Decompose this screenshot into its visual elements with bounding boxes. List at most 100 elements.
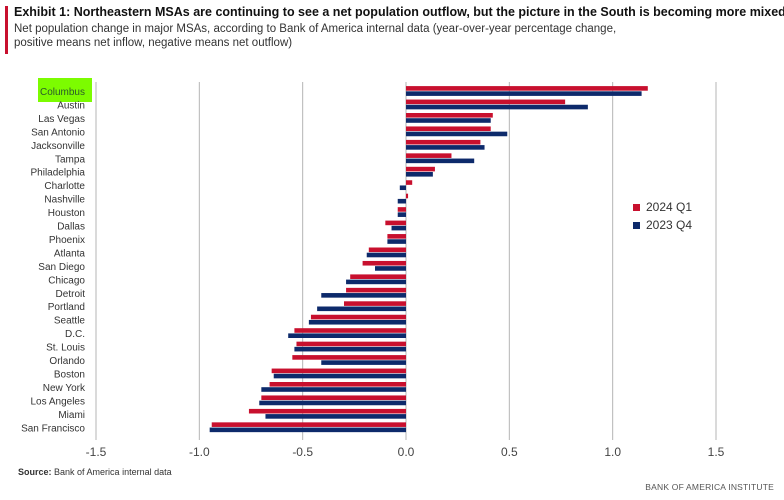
legend-item-2023q4: 2023 Q4 [633, 216, 692, 234]
category-label: D.C. [65, 329, 85, 340]
bar-2023q4-miami [265, 414, 406, 419]
bar-2024q1-detroit [346, 287, 406, 293]
bar-2024q1-new-york [269, 382, 406, 387]
legend-swatch-2024q1 [633, 203, 640, 211]
source-text: Bank of America internal data [54, 467, 172, 477]
category-label: Dallas [57, 222, 85, 233]
bar-2023q4-san-francisco [209, 427, 406, 433]
x-tick-label: 0.0 [398, 445, 415, 459]
bar-2023q4-st-louis [294, 346, 406, 352]
bar-2023q4-san-antonio [406, 131, 508, 137]
legend: 2024 Q1 2023 Q4 [633, 198, 692, 234]
category-label: Charlotte [44, 181, 85, 192]
bar-2023q4-d-c [288, 333, 406, 338]
category-label: Phoenix [49, 235, 85, 246]
bar-2024q1-phoenix [387, 234, 406, 239]
source-note: Source: Bank of America internal data [18, 467, 172, 477]
bar-2024q1-jacksonville [406, 139, 481, 145]
legend-label-2023q4: 2023 Q4 [646, 218, 693, 232]
category-label: Chicago [48, 275, 85, 286]
category-label: San Diego [38, 262, 85, 273]
legend-item-2024q1: 2024 Q1 [633, 198, 692, 216]
bar-2023q4-tampa [406, 158, 475, 164]
bar-2023q4-dallas [391, 225, 406, 231]
bar-2024q1-tampa [406, 153, 452, 158]
category-label: Portland [48, 302, 85, 313]
category-label: Detroit [56, 289, 86, 300]
bar-2023q4-las-vegas [406, 118, 491, 123]
x-tick-label: -0.5 [292, 445, 313, 459]
category-label: Los Angeles [31, 396, 86, 407]
category-label: New York [43, 383, 86, 394]
category-label: Tampa [55, 154, 85, 165]
x-tick-label: 1.5 [708, 445, 725, 459]
bar-2024q1-san-diego [362, 260, 406, 266]
category-label: Philadelphia [31, 168, 86, 179]
category-label: Las Vegas [38, 114, 85, 125]
category-label: Houston [48, 208, 85, 219]
bar-2024q1-los-angeles [261, 395, 406, 401]
category-label: Austin [57, 100, 85, 111]
title-accent-bar [5, 6, 8, 54]
x-tick-label: 1.0 [604, 445, 621, 459]
bar-2023q4-chicago [346, 279, 406, 285]
bar-2023q4-portland [317, 306, 406, 312]
bar-2024q1-orlando [292, 355, 406, 360]
bar-2023q4-boston [273, 373, 406, 379]
chart-subtitle: Net population change in major MSAs, acc… [14, 23, 617, 49]
bar-2024q1-philadelphia [406, 166, 435, 172]
bar-2024q1-chicago [350, 274, 406, 279]
bar-2024q1-seattle [310, 314, 406, 320]
bar-2023q4-orlando [321, 360, 406, 365]
bar-2023q4-charlotte [399, 185, 406, 191]
x-tick-label: -1.5 [86, 445, 107, 459]
category-label: Columbus [40, 87, 85, 98]
bar-2024q1-st-louis [296, 341, 406, 347]
category-label: Orlando [49, 356, 85, 367]
bar-2023q4-phoenix [387, 239, 406, 244]
bar-2023q4-austin [406, 104, 588, 110]
category-label: San Francisco [21, 423, 85, 434]
category-label: San Antonio [31, 127, 85, 138]
bar-2023q4-columbus [406, 91, 642, 96]
bar-2023q4-philadelphia [406, 172, 433, 177]
bar-2023q4-houston [397, 212, 406, 217]
category-label: Atlanta [54, 248, 86, 259]
bar-2024q1-columbus [406, 86, 648, 91]
category-label: Nashville [44, 195, 85, 206]
legend-swatch-2023q4 [633, 221, 640, 229]
bar-2024q1-nashville [406, 193, 409, 199]
bar-2024q1-miami [248, 408, 406, 414]
legend-label-2024q1: 2024 Q1 [646, 200, 693, 214]
bar-2023q4-los-angeles [259, 400, 406, 406]
category-label: Miami [58, 410, 85, 421]
category-label: Jacksonville [31, 141, 85, 152]
source-label: Source: [18, 467, 52, 477]
chart-title: Exhibit 1: Northeastern MSAs are continu… [14, 5, 784, 19]
x-tick-label: -1.0 [189, 445, 210, 459]
x-tick-label: 0.5 [501, 445, 518, 459]
bar-2024q1-boston [271, 368, 406, 374]
brand-footer: BANK OF AMERICA INSTITUTE [645, 482, 774, 492]
bar-2024q1-houston [397, 207, 406, 212]
bar-2024q1-portland [344, 301, 406, 306]
bar-2023q4-seattle [308, 319, 406, 325]
bar-2024q1-atlanta [368, 247, 406, 253]
category-highlight [38, 78, 92, 102]
bar-2024q1-dallas [385, 220, 406, 226]
bar-2023q4-detroit [321, 293, 406, 298]
category-label: Seattle [54, 316, 86, 327]
bar-2024q1-las-vegas [406, 113, 493, 118]
bar-2023q4-san-diego [375, 266, 406, 271]
category-label: St. Louis [46, 343, 85, 354]
bar-2024q1-san-francisco [211, 422, 406, 427]
bar-2023q4-jacksonville [406, 145, 485, 150]
bar-2024q1-d-c [294, 328, 406, 333]
category-label: Boston [54, 369, 85, 380]
bar-2024q1-san-antonio [406, 126, 491, 132]
bar-2023q4-atlanta [366, 252, 406, 258]
bar-2023q4-nashville [397, 198, 406, 204]
bar-2023q4-new-york [261, 387, 406, 392]
bar-2024q1-austin [406, 99, 566, 105]
